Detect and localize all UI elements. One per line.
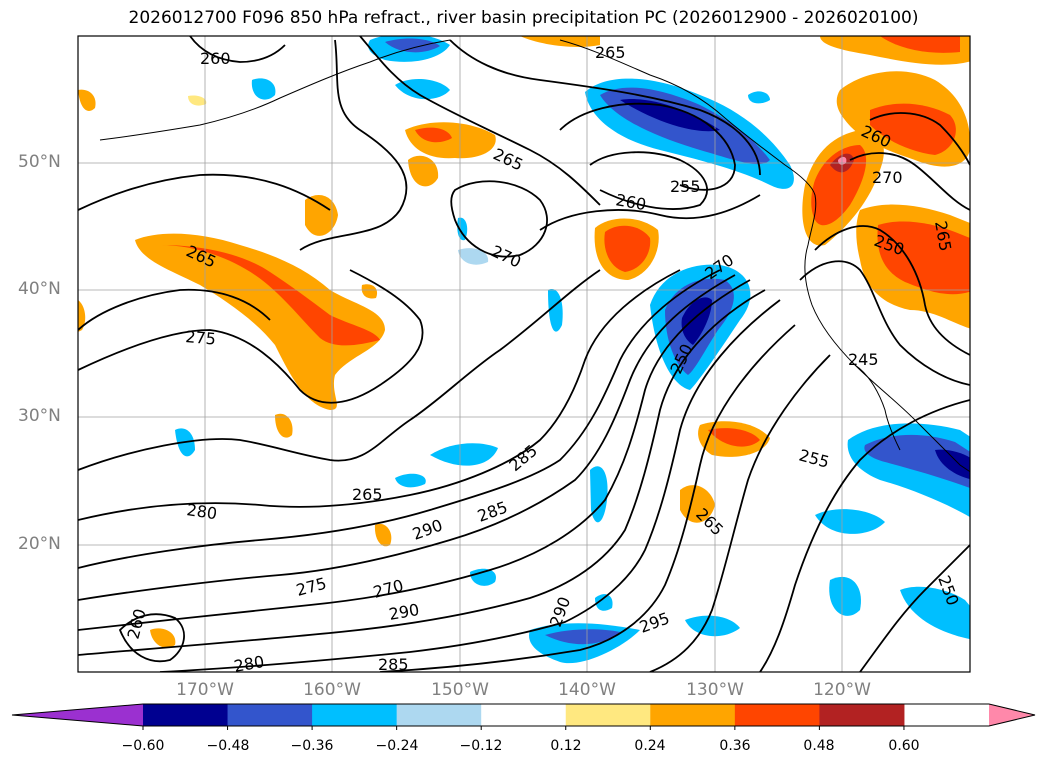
contour-lines <box>78 36 970 672</box>
lon-label-140w: 140°W <box>558 680 616 700</box>
graticule <box>78 36 970 672</box>
colorbar-tick-label: −0.12 <box>459 738 503 754</box>
colorbar-tick-label: −0.36 <box>290 738 334 754</box>
contour-label: 275 <box>185 327 217 349</box>
colorbar-tick-label: 0.12 <box>550 738 582 754</box>
map-panel: 260 265 265 260 255 270 275 265 280 290 … <box>78 36 970 676</box>
colorbar-segment <box>227 704 313 726</box>
lon-label-120w: 120°W <box>813 680 871 700</box>
colorbar-segment <box>481 704 567 726</box>
colorbar-tick-label: 0.24 <box>634 738 666 754</box>
colorbar-tick-label: −0.24 <box>375 738 419 754</box>
colorbar-tick-label: 0.48 <box>803 738 835 754</box>
lat-label-30n: 30°N <box>18 406 61 426</box>
colorbar-segment <box>396 704 482 726</box>
shading-layer <box>78 36 970 664</box>
contour-label: 265 <box>352 485 383 504</box>
contour-label-layer: 260 265 265 260 255 270 275 265 280 290 … <box>124 43 963 676</box>
map-frame <box>77 35 971 673</box>
colorbar-segment <box>565 704 651 726</box>
contour-label: 245 <box>848 350 879 369</box>
coastline <box>99 39 970 473</box>
figure-title: 2026012700 F096 850 hPa refract., river … <box>128 8 919 28</box>
colorbar-segment <box>819 704 905 726</box>
lat-label-40n: 40°N <box>18 279 61 299</box>
contour-label: 280 <box>185 500 218 523</box>
contour-label: 285 <box>378 655 409 674</box>
lon-label-130w: 130°W <box>686 680 744 700</box>
lon-label-170w: 170°W <box>176 680 234 700</box>
colorbar-tick-label: 0.36 <box>719 738 751 754</box>
contour-label: 270 <box>872 168 903 187</box>
contour-label: 280 <box>232 652 265 676</box>
contour-label: 255 <box>670 177 701 196</box>
colorbar <box>11 703 1036 730</box>
lat-label-50n: 50°N <box>18 152 61 172</box>
colorbar-tick-label: −0.60 <box>121 738 165 754</box>
colorbar-segment <box>734 704 820 726</box>
colorbar-segment <box>650 704 736 726</box>
colorbar-segment <box>312 704 398 726</box>
colorbar-extend-high <box>989 704 1035 726</box>
lon-label-160w: 160°W <box>303 680 361 700</box>
colorbar-segment <box>143 704 229 726</box>
contour-label: 260 <box>200 49 231 68</box>
colorbar-tick-label: −0.48 <box>206 738 250 754</box>
colorbar-tick-label: 0.60 <box>888 738 920 754</box>
lat-label-20n: 20°N <box>18 534 61 554</box>
colorbar-extend-low <box>12 704 143 726</box>
lon-label-150w: 150°W <box>431 680 489 700</box>
contour-label: 265 <box>595 43 626 62</box>
